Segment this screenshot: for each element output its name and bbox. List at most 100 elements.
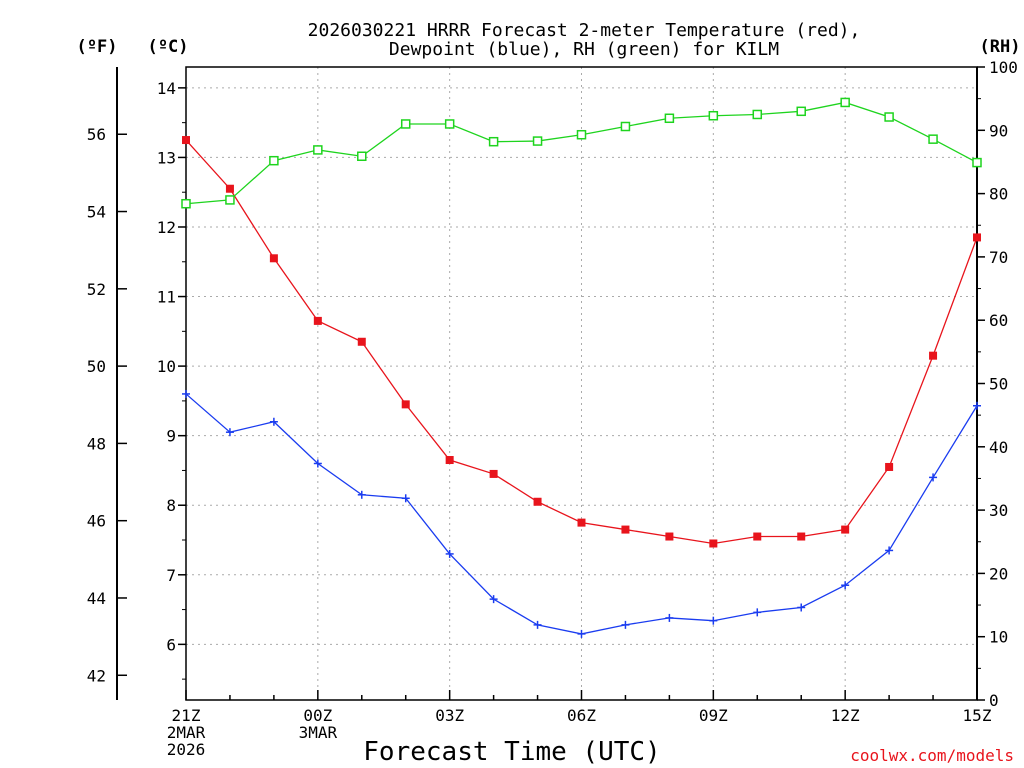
temperature-point <box>533 497 542 506</box>
dewpoint-point <box>401 494 410 503</box>
temperature-point <box>401 400 410 409</box>
rh-point <box>225 195 235 205</box>
temperature-point <box>973 233 981 242</box>
celsius-tick-label: 6 <box>166 635 176 654</box>
temperature-point <box>182 136 190 145</box>
celsius-tick-label: 7 <box>166 566 176 585</box>
x-tick-label: 3MAR <box>299 723 338 742</box>
rh-point <box>664 113 675 124</box>
celsius-tick-label: 14 <box>157 79 176 98</box>
rh-tick-label: 50 <box>989 375 1008 394</box>
dewpoint-point <box>797 603 806 612</box>
dewpoint-point <box>269 417 278 426</box>
temperature-point <box>269 254 278 263</box>
rh-point <box>620 121 631 132</box>
rh-tick-label: 0 <box>989 691 999 710</box>
rh-point <box>269 155 279 166</box>
celsius-axis: 6 7 8 9 10 11 12 13 14 <box>157 79 186 680</box>
rh-point <box>708 110 719 121</box>
rh-point <box>444 119 455 129</box>
fahrenheit-unit-label: (ºF) <box>77 37 118 57</box>
temperature-point <box>665 532 674 541</box>
rh-tick-label: 20 <box>989 564 1008 583</box>
dewpoint-point <box>445 549 454 558</box>
rh-point <box>796 106 806 117</box>
x-tick-label: 15Z <box>963 706 992 725</box>
fahrenheit-tick-label: 44 <box>87 589 106 608</box>
dewpoint-point <box>621 620 630 629</box>
dewpoint-point <box>577 629 586 638</box>
celsius-unit-label: (ºC) <box>148 37 189 57</box>
temperature-point <box>577 518 586 527</box>
rh-tick-label: 60 <box>989 311 1008 330</box>
fahrenheit-tick-label: 48 <box>87 434 106 453</box>
fahrenheit-tick-label: 54 <box>87 203 106 222</box>
dewpoint-point <box>182 389 190 398</box>
x-tick-label: 21Z <box>172 706 201 725</box>
dewpoint-point <box>841 581 850 590</box>
x-tick-label: 06Z <box>567 706 596 725</box>
celsius-tick-label: 9 <box>166 427 176 446</box>
dewpoint-point <box>225 428 234 437</box>
credit-link[interactable]: coolwx.com/models <box>850 746 1014 765</box>
temperature-point <box>753 532 762 541</box>
rh-point <box>357 151 367 162</box>
rh-point <box>313 145 323 155</box>
celsius-tick-label: 11 <box>157 288 176 307</box>
plot-frame <box>185 66 978 701</box>
temperature-point <box>357 337 366 346</box>
x-tick-label: 2026 <box>167 740 206 759</box>
celsius-tick-label: 12 <box>157 218 176 237</box>
rh-unit-label: (RH) <box>980 37 1021 57</box>
temperature-point <box>225 184 234 193</box>
x-tick-label: 2MAR <box>167 723 206 742</box>
temperature-point <box>885 462 894 471</box>
temperature-point <box>841 525 850 534</box>
rh-point <box>181 198 191 209</box>
dewpoint-point <box>753 608 762 617</box>
fahrenheit-tick-label: 42 <box>87 666 106 685</box>
celsius-tick-label: 10 <box>157 357 176 376</box>
temperature-point <box>445 456 454 465</box>
rh-point <box>752 109 763 120</box>
fahrenheit-tick-label: 56 <box>87 125 106 144</box>
dewpoint-point <box>929 473 938 482</box>
rh-tick-label: 30 <box>989 501 1008 520</box>
fahrenheit-axis: 42 44 46 48 50 52 54 56 <box>87 125 127 685</box>
rh-point <box>928 134 938 144</box>
dewpoint-line <box>185 393 978 635</box>
rh-point <box>488 136 499 147</box>
rh-tick-label: 100 <box>989 58 1018 77</box>
rh-point <box>576 129 587 140</box>
dewpoint-point <box>357 490 366 499</box>
x-tick-label: 00Z <box>303 706 332 725</box>
dewpoint-point <box>665 613 674 622</box>
rh-tick-label: 40 <box>989 438 1008 457</box>
rh-point <box>840 97 850 108</box>
chart-title-line-1: 2026030221 HRRR Forecast 2-meter Tempera… <box>308 20 861 41</box>
temperature-point <box>797 532 806 541</box>
rh-tick-label: 70 <box>989 248 1008 267</box>
fahrenheit-tick-label: 46 <box>87 512 106 531</box>
temperature-point <box>709 539 718 548</box>
temperature-point <box>313 316 322 325</box>
rh-tick-label: 10 <box>989 628 1008 647</box>
fahrenheit-tick-label: 52 <box>87 280 106 299</box>
rh-tick-label: 80 <box>989 185 1008 204</box>
dewpoint-point <box>313 459 322 468</box>
x-tick-label: 09Z <box>699 706 728 725</box>
celsius-tick-label: 8 <box>166 496 176 515</box>
series-group <box>181 97 982 638</box>
temperature-point <box>621 525 630 534</box>
x-axis-label: Forecast Time (UTC) <box>363 737 660 767</box>
dewpoint-point <box>709 616 718 625</box>
celsius-tick-label: 13 <box>157 148 176 167</box>
rh-tick-label: 90 <box>989 121 1008 140</box>
temperature-point <box>489 469 498 478</box>
dewpoint-point <box>533 620 542 629</box>
chart-title-line-2: Dewpoint (blue), RH (green) for KILM <box>389 39 779 60</box>
dewpoint-point <box>885 546 894 555</box>
grid-lines <box>186 67 977 700</box>
temperature-point <box>929 351 938 360</box>
